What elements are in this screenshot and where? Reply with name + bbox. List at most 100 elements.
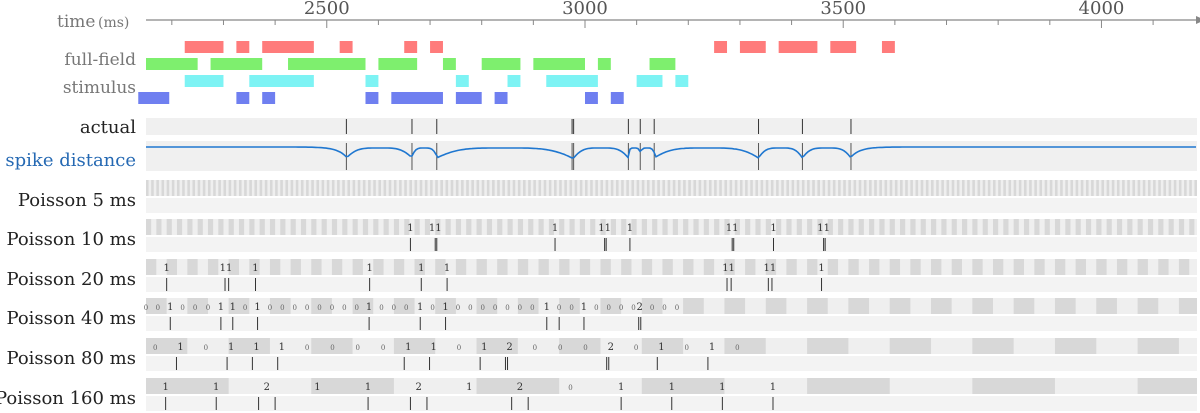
- poisson-count-label: 1: [709, 342, 715, 353]
- poisson-bin: [1013, 219, 1019, 235]
- actual-band: [146, 118, 1197, 135]
- poisson-count-label: 0: [379, 304, 383, 312]
- poisson-bin: [677, 180, 681, 196]
- poisson-bin: [347, 180, 351, 196]
- poisson-count-label: 0: [619, 304, 623, 312]
- poisson-bin: [554, 180, 557, 196]
- poisson-bin: [874, 180, 877, 196]
- poisson-count-label: 0: [330, 304, 334, 312]
- poisson-bin: [1023, 180, 1027, 196]
- poisson-bin: [249, 259, 260, 275]
- poisson-bin: [832, 180, 836, 196]
- poisson-bin: [889, 180, 893, 196]
- poisson-bin: [807, 219, 813, 235]
- poisson-bin: [590, 180, 593, 196]
- stimulus-bar-cyan: [507, 75, 521, 87]
- poisson-bin: [476, 259, 487, 275]
- stimulus-bar-blue: [365, 92, 379, 104]
- poisson-bin: [1096, 180, 1099, 196]
- poisson-bin: [316, 180, 320, 196]
- poisson-bin: [166, 219, 172, 235]
- poisson-bin: [703, 259, 715, 275]
- poisson-bin: [760, 180, 764, 196]
- poisson-bin: [662, 219, 668, 235]
- poisson-bin: [863, 180, 867, 196]
- poisson-bin: [734, 180, 738, 196]
- poisson-bin: [275, 180, 278, 196]
- poisson-count-label: 0: [735, 344, 739, 352]
- poisson-bin: [393, 338, 436, 354]
- poisson-band: [146, 180, 1197, 196]
- poisson-bin: [1101, 180, 1105, 196]
- poisson-bin: [471, 180, 474, 196]
- poisson-bin: [879, 180, 882, 196]
- poisson-bin: [631, 180, 635, 196]
- poisson-bin: [414, 219, 420, 235]
- poisson-bin: [641, 298, 663, 314]
- poisson-bin: [461, 180, 464, 196]
- poisson-bin: [739, 180, 743, 196]
- poisson-bin: [424, 180, 428, 196]
- poisson-bin: [290, 219, 296, 235]
- poisson-count-label: 11: [722, 263, 735, 274]
- poisson-bin: [311, 259, 322, 275]
- poisson-bin: [786, 180, 789, 196]
- poisson-bin: [311, 219, 317, 235]
- poisson-count-label: 0: [206, 304, 210, 312]
- poisson-bin: [698, 180, 702, 196]
- poisson-row-label: Poisson 160 ms: [0, 388, 136, 409]
- poisson-count-label: 0: [468, 304, 472, 312]
- poisson-bin: [672, 180, 676, 196]
- poisson-bin: [146, 378, 229, 394]
- poisson-count-label: 1: [669, 382, 675, 393]
- axis-tick-label: 4000: [1079, 0, 1125, 19]
- stimulus-bar-green: [378, 58, 418, 70]
- poisson-count-label: 1: [405, 342, 411, 353]
- stimulus-bar-green: [649, 58, 676, 70]
- poisson-bin: [719, 180, 722, 196]
- poisson-count-label: 0: [530, 304, 534, 312]
- poisson-bin: [781, 180, 784, 196]
- poisson-bin: [559, 259, 570, 275]
- poisson-bin: [972, 259, 983, 275]
- poisson-bin: [517, 259, 529, 275]
- poisson-bin: [853, 180, 857, 196]
- stimulus-bar-red: [339, 41, 353, 53]
- poisson-bin: [858, 180, 862, 196]
- poisson-bin: [734, 219, 740, 235]
- poisson-count-label: 0: [404, 304, 408, 312]
- poisson-count-label: 1: [417, 302, 423, 313]
- poisson-count-label: 1: [177, 342, 183, 353]
- poisson-count-label: 0: [342, 304, 346, 312]
- poisson-count-label: 0: [675, 304, 679, 312]
- stimulus-bar-blue: [494, 92, 508, 104]
- poisson-bin: [497, 219, 503, 235]
- poisson-bin: [404, 180, 407, 196]
- poisson-bin: [972, 378, 1055, 394]
- poisson-bin: [249, 219, 255, 235]
- poisson-bin: [1039, 180, 1043, 196]
- poisson-bin: [233, 180, 237, 196]
- poisson-count-label: 0: [204, 344, 208, 352]
- poisson-bin: [972, 180, 975, 196]
- poisson-bin: [1096, 259, 1107, 275]
- poisson-count-label: 1: [366, 302, 372, 313]
- poisson-bin: [796, 180, 800, 196]
- poisson-count-label: 0: [430, 304, 434, 312]
- poisson-count-label: 1: [228, 342, 234, 353]
- poisson-bin: [445, 219, 451, 235]
- poisson-bin: [776, 180, 779, 196]
- poisson-bin: [951, 219, 957, 235]
- poisson-bin: [992, 259, 1004, 275]
- poisson-bin: [424, 219, 431, 235]
- poisson-bin: [1034, 219, 1040, 235]
- poisson-bin: [1106, 219, 1112, 235]
- poisson-count-label: 0: [330, 344, 334, 352]
- poisson-bin: [228, 180, 232, 196]
- poisson-bin: [776, 219, 782, 235]
- poisson-bin: [688, 180, 691, 196]
- poisson-bin: [290, 259, 301, 275]
- poisson-bin: [807, 180, 810, 196]
- poisson-bin: [213, 180, 216, 196]
- poisson-bin: [786, 219, 792, 235]
